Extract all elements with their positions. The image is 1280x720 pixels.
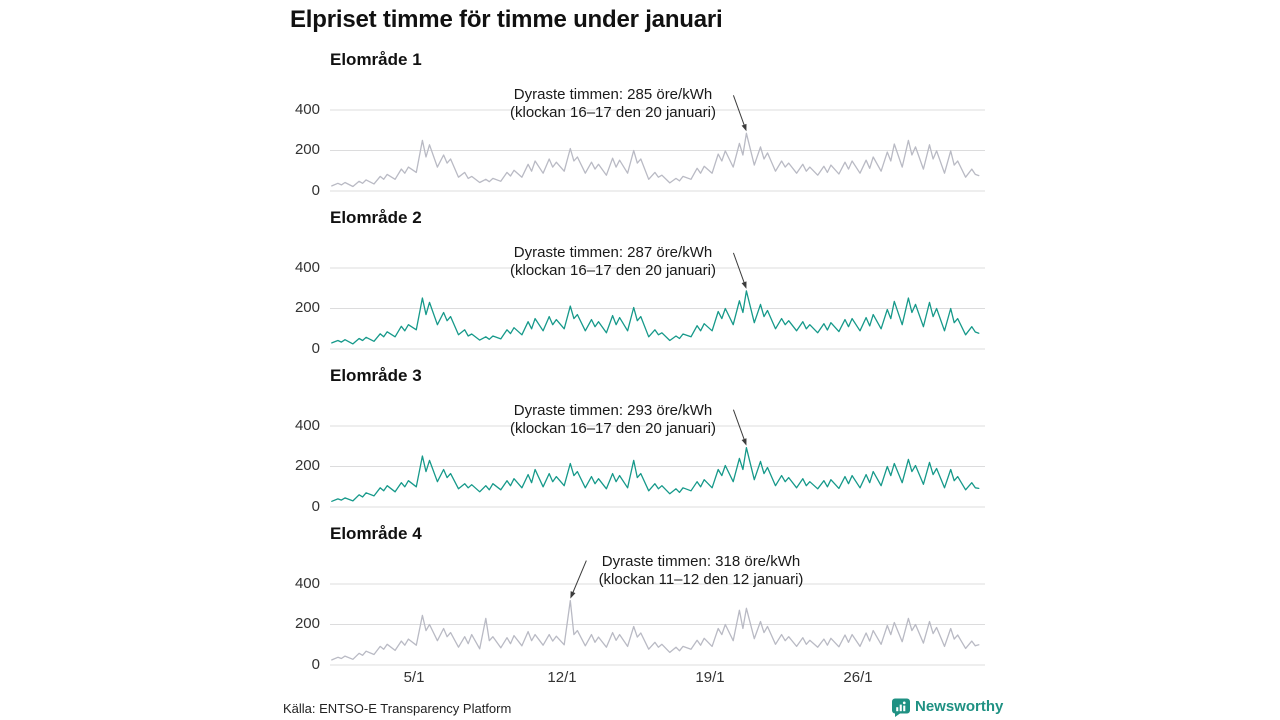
chart-panel-elomrade-1: Elområde 1 400 200 0 Dyraste timmen: 285… [0,50,1280,210]
y-axis-tick: 400 [294,575,320,592]
line-chart-elomrade-4 [330,560,985,666]
y-axis-tick: 400 [294,417,320,434]
newsworthy-wordmark: Newsworthy [915,698,1004,715]
line-chart-elomrade-3 [330,409,985,508]
panel-title: Elområde 2 [330,208,422,227]
y-axis-tick: 0 [311,182,320,199]
source-attribution: Källa: ENTSO-E Transparency Platform [283,701,512,716]
x-axis-tick: 26/1 [843,669,873,686]
panel-title: Elområde 1 [330,50,422,69]
panel-title: Elområde 3 [330,366,422,385]
y-axis-tick: 0 [311,340,320,357]
x-axis-tick: 12/1 [547,669,577,686]
chart-panel-elomrade-2: Elområde 2 400 200 0 Dyraste timmen: 287… [0,208,1280,368]
chart-panel-elomrade-4: Elområde 4 400 200 0 Dyraste timmen: 318… [0,524,1280,686]
y-axis-tick: 200 [294,615,320,632]
page-title: Elpriset timme för timme under januari [290,6,723,33]
newsworthy-logo-icon [892,698,910,717]
panel-title: Elområde 4 [330,524,422,543]
line-chart-elomrade-1 [330,95,985,192]
x-axis-tick: 19/1 [695,669,725,686]
y-axis-tick: 0 [311,498,320,515]
y-axis-tick: 0 [311,656,320,673]
y-axis-tick: 400 [294,259,320,276]
x-axis-tick: 5/1 [403,669,425,686]
y-axis-tick: 200 [294,457,320,474]
y-axis-tick: 200 [294,141,320,158]
y-axis-tick: 400 [294,101,320,118]
chart-panel-elomrade-3: Elområde 3 400 200 0 Dyraste timmen: 293… [0,366,1280,526]
line-chart-elomrade-2 [330,252,985,350]
y-axis-tick: 200 [294,299,320,316]
